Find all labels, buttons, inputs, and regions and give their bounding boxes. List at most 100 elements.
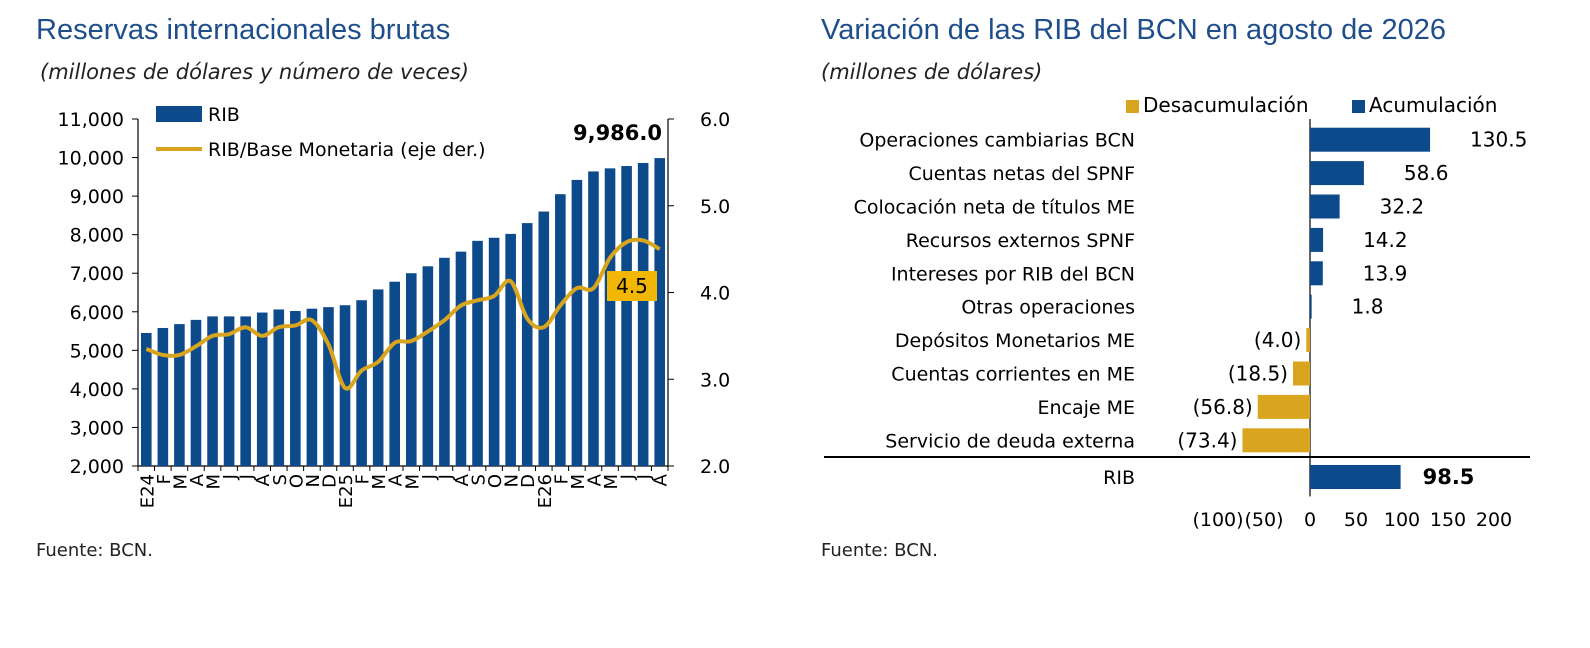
x-tick-label: (100) bbox=[1192, 509, 1243, 531]
variation-bar bbox=[1242, 428, 1310, 453]
left-chart-source: Fuente: BCN. bbox=[36, 540, 153, 561]
right-y-tick-label: 5.0 bbox=[700, 196, 730, 218]
rib-bar bbox=[472, 240, 483, 466]
value-label: (56.8) bbox=[1193, 395, 1253, 419]
variation-bar bbox=[1306, 328, 1310, 353]
x-category-label: A bbox=[452, 473, 473, 486]
x-category-label: J bbox=[419, 474, 440, 480]
category-label: Servicio de deuda externa bbox=[885, 430, 1135, 452]
category-label: RIB bbox=[1103, 467, 1135, 489]
variation-bar bbox=[1292, 361, 1310, 386]
rib-bar bbox=[306, 308, 318, 466]
rib-bar bbox=[439, 257, 450, 466]
x-category-label: O bbox=[485, 474, 506, 488]
right-y-tick-label: 6.0 bbox=[700, 109, 730, 131]
left-chart-panel: Reservas internacionales brutas (millone… bbox=[0, 0, 780, 648]
rib-bar bbox=[637, 162, 649, 466]
x-tick-label: 150 bbox=[1430, 509, 1466, 531]
left-y-tick-label: 4,000 bbox=[70, 379, 124, 401]
rib-bar bbox=[256, 312, 268, 466]
category-label: Cuentas netas del SPNF bbox=[908, 163, 1135, 185]
variation-bar bbox=[1310, 465, 1401, 489]
legend-ratio-label: RIB/Base Monetaria (eje der.) bbox=[208, 139, 486, 161]
value-label: 58.6 bbox=[1404, 161, 1449, 185]
x-category-label: D bbox=[319, 474, 340, 488]
value-label: 130.5 bbox=[1470, 128, 1527, 152]
value-label: 14.2 bbox=[1363, 228, 1408, 252]
rib-bar bbox=[571, 179, 583, 466]
rib-bar bbox=[405, 273, 417, 466]
left-y-tick-label: 2,000 bbox=[70, 456, 124, 478]
x-tick-label: 0 bbox=[1304, 509, 1316, 531]
x-category-label: J bbox=[237, 474, 258, 480]
value-label: (18.5) bbox=[1228, 362, 1288, 386]
x-category-label: J bbox=[634, 474, 655, 480]
x-category-label: M bbox=[204, 474, 225, 490]
x-category-label: N bbox=[502, 474, 523, 487]
x-tick-label: 50 bbox=[1344, 509, 1368, 531]
variation-bar bbox=[1310, 261, 1323, 286]
rib-bar bbox=[389, 281, 401, 466]
rib-bar bbox=[422, 266, 434, 466]
rib-bar bbox=[240, 316, 251, 466]
rib-bar bbox=[588, 171, 599, 466]
x-category-label: M bbox=[369, 474, 390, 490]
rib-bar bbox=[190, 319, 202, 466]
x-category-label: E24 bbox=[137, 474, 158, 508]
variation-bar bbox=[1310, 194, 1340, 219]
category-label: Encaje ME bbox=[1037, 397, 1135, 419]
right-chart-panel: Variación de las RIB del BCN en agosto d… bbox=[800, 0, 1590, 648]
rib-bar bbox=[157, 327, 169, 466]
rib-bar bbox=[356, 300, 367, 466]
x-category-label: M bbox=[170, 474, 191, 490]
right-chart-source: Fuente: BCN. bbox=[821, 540, 938, 561]
x-category-label: F bbox=[353, 474, 374, 484]
x-category-label: D bbox=[518, 474, 539, 488]
right-chart-title: Variación de las RIB del BCN en agosto d… bbox=[821, 14, 1446, 46]
rib-bar bbox=[273, 309, 285, 466]
last-ratio-annotation: 4.5 bbox=[616, 274, 648, 298]
left-y-tick-label: 9,000 bbox=[70, 186, 124, 208]
left-y-tick-label: 7,000 bbox=[70, 263, 124, 285]
rib-bar bbox=[555, 194, 566, 466]
rib-bar bbox=[654, 158, 666, 466]
x-tick-label: (50) bbox=[1244, 509, 1283, 531]
x-category-label: M bbox=[568, 474, 589, 490]
x-category-label: J bbox=[220, 474, 241, 480]
right-y-tick-label: 2.0 bbox=[700, 456, 730, 478]
rib-bar bbox=[140, 332, 152, 466]
variation-bar bbox=[1310, 127, 1431, 152]
x-category-label: A bbox=[584, 473, 605, 486]
rib-bar bbox=[290, 311, 301, 466]
x-tick-label: 100 bbox=[1384, 509, 1420, 531]
rib-bar bbox=[604, 168, 616, 466]
left-y-tick-label: 8,000 bbox=[70, 225, 124, 247]
rib-bar bbox=[538, 211, 550, 466]
legend-rib-label: RIB bbox=[208, 104, 240, 126]
rib-bar bbox=[207, 316, 218, 466]
rib-bar bbox=[505, 233, 516, 466]
right-y-tick-label: 3.0 bbox=[700, 369, 730, 391]
last-bar-annotation: 9,986.0 bbox=[573, 121, 662, 145]
x-category-label: N bbox=[303, 474, 324, 487]
x-category-label: M bbox=[601, 474, 622, 490]
x-category-label: S bbox=[270, 474, 291, 485]
x-category-label: A bbox=[651, 473, 672, 486]
category-label: Depósitos Monetarios ME bbox=[895, 330, 1135, 352]
legend-desacumulacion-swatch bbox=[1126, 100, 1139, 113]
legend-desacumulacion-label: Desacumulación bbox=[1143, 93, 1309, 117]
x-category-label: J bbox=[618, 474, 639, 480]
left-y-tick-label: 11,000 bbox=[58, 109, 124, 131]
value-label: 13.9 bbox=[1363, 261, 1408, 285]
category-label: Operaciones cambiarias BCN bbox=[859, 130, 1135, 152]
rib-bar bbox=[174, 324, 185, 466]
left-chart-title: Reservas internacionales brutas bbox=[36, 14, 451, 46]
value-label: (4.0) bbox=[1254, 328, 1301, 352]
x-category-label: O bbox=[286, 474, 307, 488]
total-value-label: 98.5 bbox=[1423, 465, 1475, 489]
category-label: Colocación neta de títulos ME bbox=[854, 197, 1135, 219]
variation-bar bbox=[1257, 394, 1310, 419]
x-category-label: A bbox=[187, 473, 208, 486]
category-label: Intereses por RIB del BCN bbox=[891, 263, 1135, 285]
category-label: Otras operaciones bbox=[961, 297, 1135, 319]
